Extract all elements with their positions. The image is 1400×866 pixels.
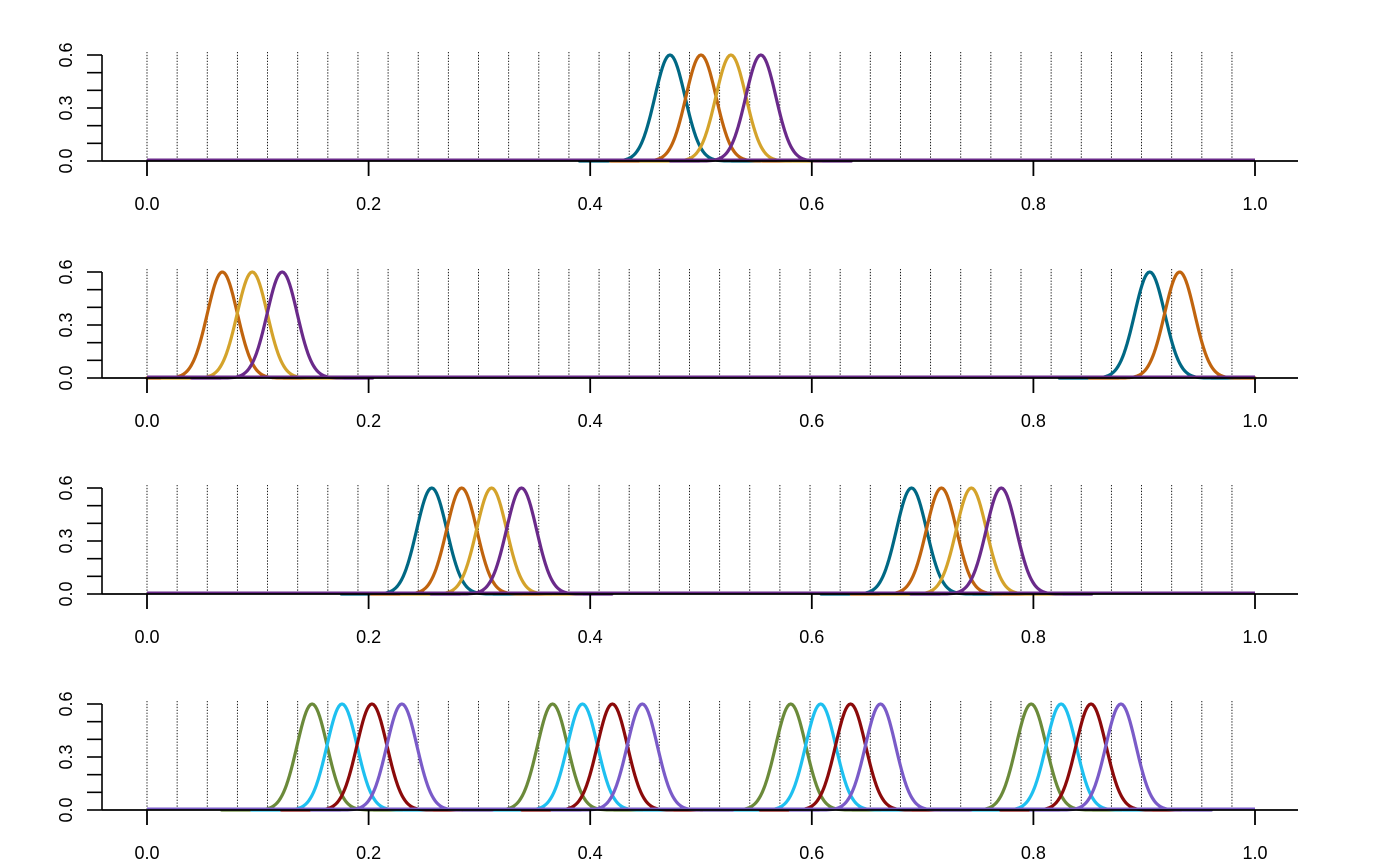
x-tick-label: 0.0 — [134, 194, 159, 214]
x-tick-label: 0.2 — [356, 411, 381, 431]
x-tick-label: 0.6 — [799, 627, 824, 647]
x-tick-label: 0.8 — [1021, 627, 1046, 647]
x-tick-label: 0.6 — [799, 843, 824, 863]
x-tick-label: 0.4 — [578, 627, 603, 647]
x-tick-label: 1.0 — [1242, 411, 1267, 431]
x-tick-label: 0.8 — [1021, 194, 1046, 214]
x-tick-label: 0.4 — [578, 411, 603, 431]
panel-1: 0.0 0.2 0.4 0.6 0.8 1.0 0.0 0.3 0.6 — [56, 42, 1298, 214]
y-tick-label: 0.0 — [56, 797, 76, 822]
x-tick-label: 0.2 — [356, 627, 381, 647]
y-tick-label: 0.6 — [56, 42, 76, 67]
y-tick-label: 0.0 — [56, 148, 76, 173]
y-tick-label: 0.6 — [56, 475, 76, 500]
x-tick-label: 0.2 — [356, 843, 381, 863]
x-tick-label: 0.6 — [799, 411, 824, 431]
x-tick-label: 0.4 — [578, 843, 603, 863]
y-tick-label: 0.3 — [56, 744, 76, 769]
x-tick-label: 0.0 — [134, 843, 159, 863]
panel-2: 0.0 0.2 0.4 0.6 0.8 1.0 0.0 0.3 0.6 — [56, 259, 1298, 431]
x-tick-label: 0.6 — [799, 194, 824, 214]
x-tick-label: 0.2 — [356, 194, 381, 214]
series-2-curve — [145, 270, 315, 380]
panel-3: 0.0 0.2 0.4 0.6 0.8 1.0 0.0 0.3 0.6 — [56, 475, 1298, 647]
x-tick-label: 0.8 — [1021, 843, 1046, 863]
x-tick-label: 0.0 — [134, 411, 159, 431]
x-tick-label: 1.0 — [1242, 627, 1267, 647]
x-tick-label: 1.0 — [1242, 843, 1267, 863]
y-tick-label: 0.6 — [56, 691, 76, 716]
y-tick-label: 0.3 — [56, 528, 76, 553]
x-tick-label: 1.0 — [1242, 194, 1267, 214]
x-tick-label: 0.0 — [134, 627, 159, 647]
panel-4: 0.0 0.2 0.4 0.6 0.8 1.0 0.0 0.3 0.6 — [56, 691, 1298, 863]
y-tick-label: 0.3 — [56, 95, 76, 120]
y-tick-label: 0.0 — [56, 365, 76, 390]
x-tick-label: 0.8 — [1021, 411, 1046, 431]
y-tick-label: 0.3 — [56, 312, 76, 337]
x-tick-label: 0.4 — [578, 194, 603, 214]
y-tick-label: 0.0 — [56, 581, 76, 606]
y-tick-label: 0.6 — [56, 259, 76, 284]
